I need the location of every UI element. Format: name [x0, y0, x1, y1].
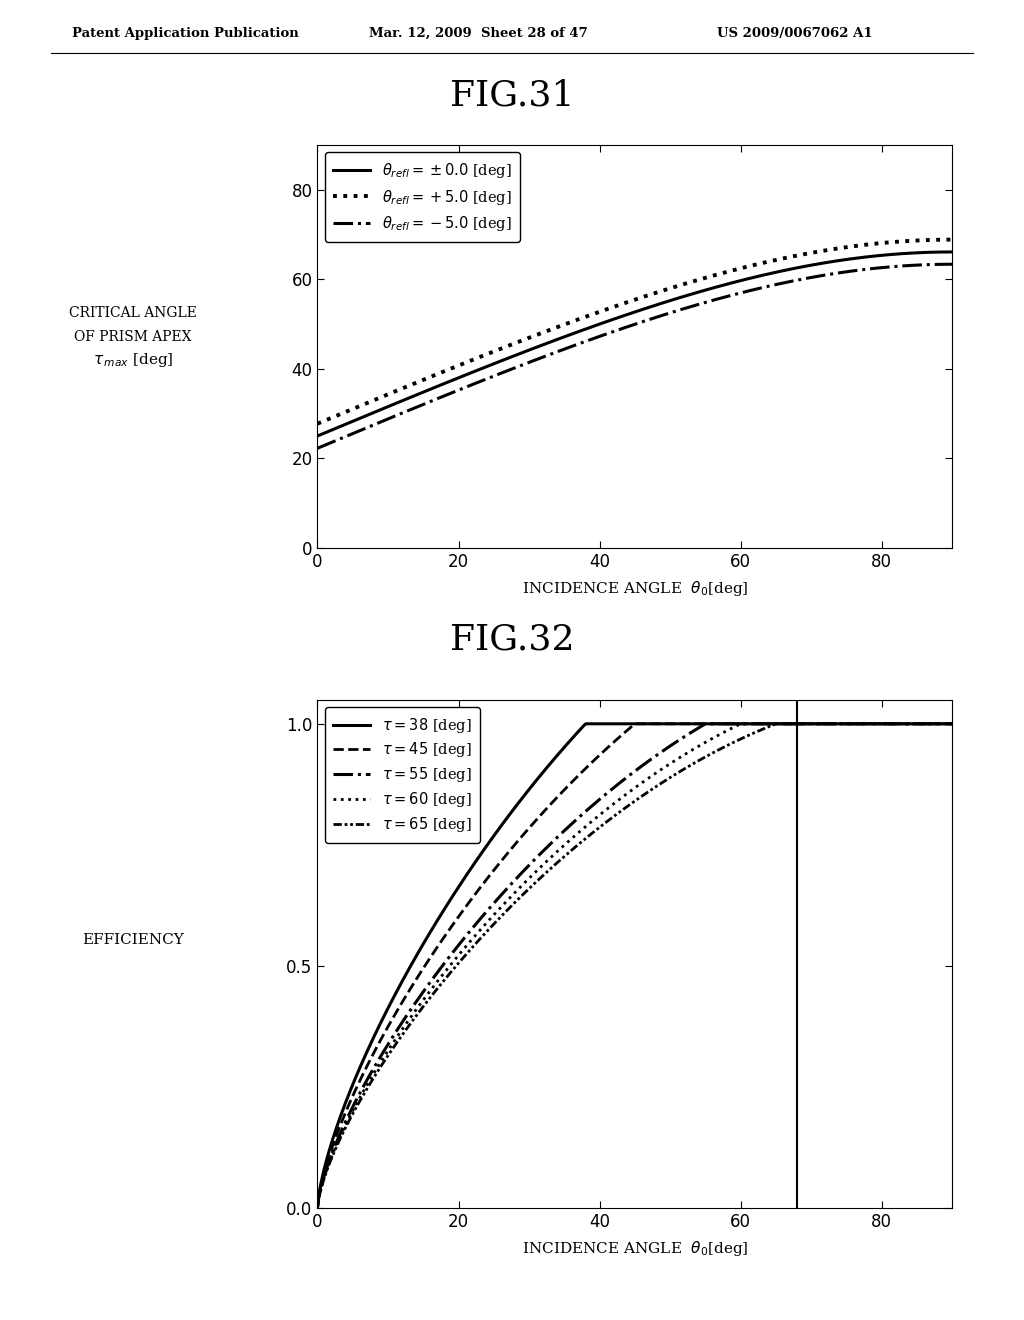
Text: Patent Application Publication: Patent Application Publication — [72, 26, 298, 40]
X-axis label: INCIDENCE ANGLE  $\theta_0$[deg]: INCIDENCE ANGLE $\theta_0$[deg] — [521, 579, 749, 598]
Text: OF PRISM APEX: OF PRISM APEX — [75, 330, 191, 343]
Text: FIG.31: FIG.31 — [450, 79, 574, 112]
Text: EFFICIENCY: EFFICIENCY — [82, 933, 184, 946]
X-axis label: INCIDENCE ANGLE  $\theta_0$[deg]: INCIDENCE ANGLE $\theta_0$[deg] — [521, 1239, 749, 1258]
Text: Mar. 12, 2009  Sheet 28 of 47: Mar. 12, 2009 Sheet 28 of 47 — [369, 26, 588, 40]
Text: CRITICAL ANGLE: CRITICAL ANGLE — [70, 306, 197, 319]
Legend: $\tau=38$ [deg], $\tau=45$ [deg], $\tau=55$ [deg], $\tau=60$ [deg], $\tau=65$ [d: $\tau=38$ [deg], $\tau=45$ [deg], $\tau=… — [325, 708, 480, 842]
Text: FIG.32: FIG.32 — [450, 623, 574, 656]
Text: US 2009/0067062 A1: US 2009/0067062 A1 — [717, 26, 872, 40]
Legend: $\theta_{refl}=\pm0.0$ [deg], $\theta_{refl}=+5.0$ [deg], $\theta_{refl}=-5.0$ [: $\theta_{refl}=\pm0.0$ [deg], $\theta_{r… — [325, 153, 520, 242]
Text: $\tau_{\,max}$ [deg]: $\tau_{\,max}$ [deg] — [93, 351, 173, 370]
